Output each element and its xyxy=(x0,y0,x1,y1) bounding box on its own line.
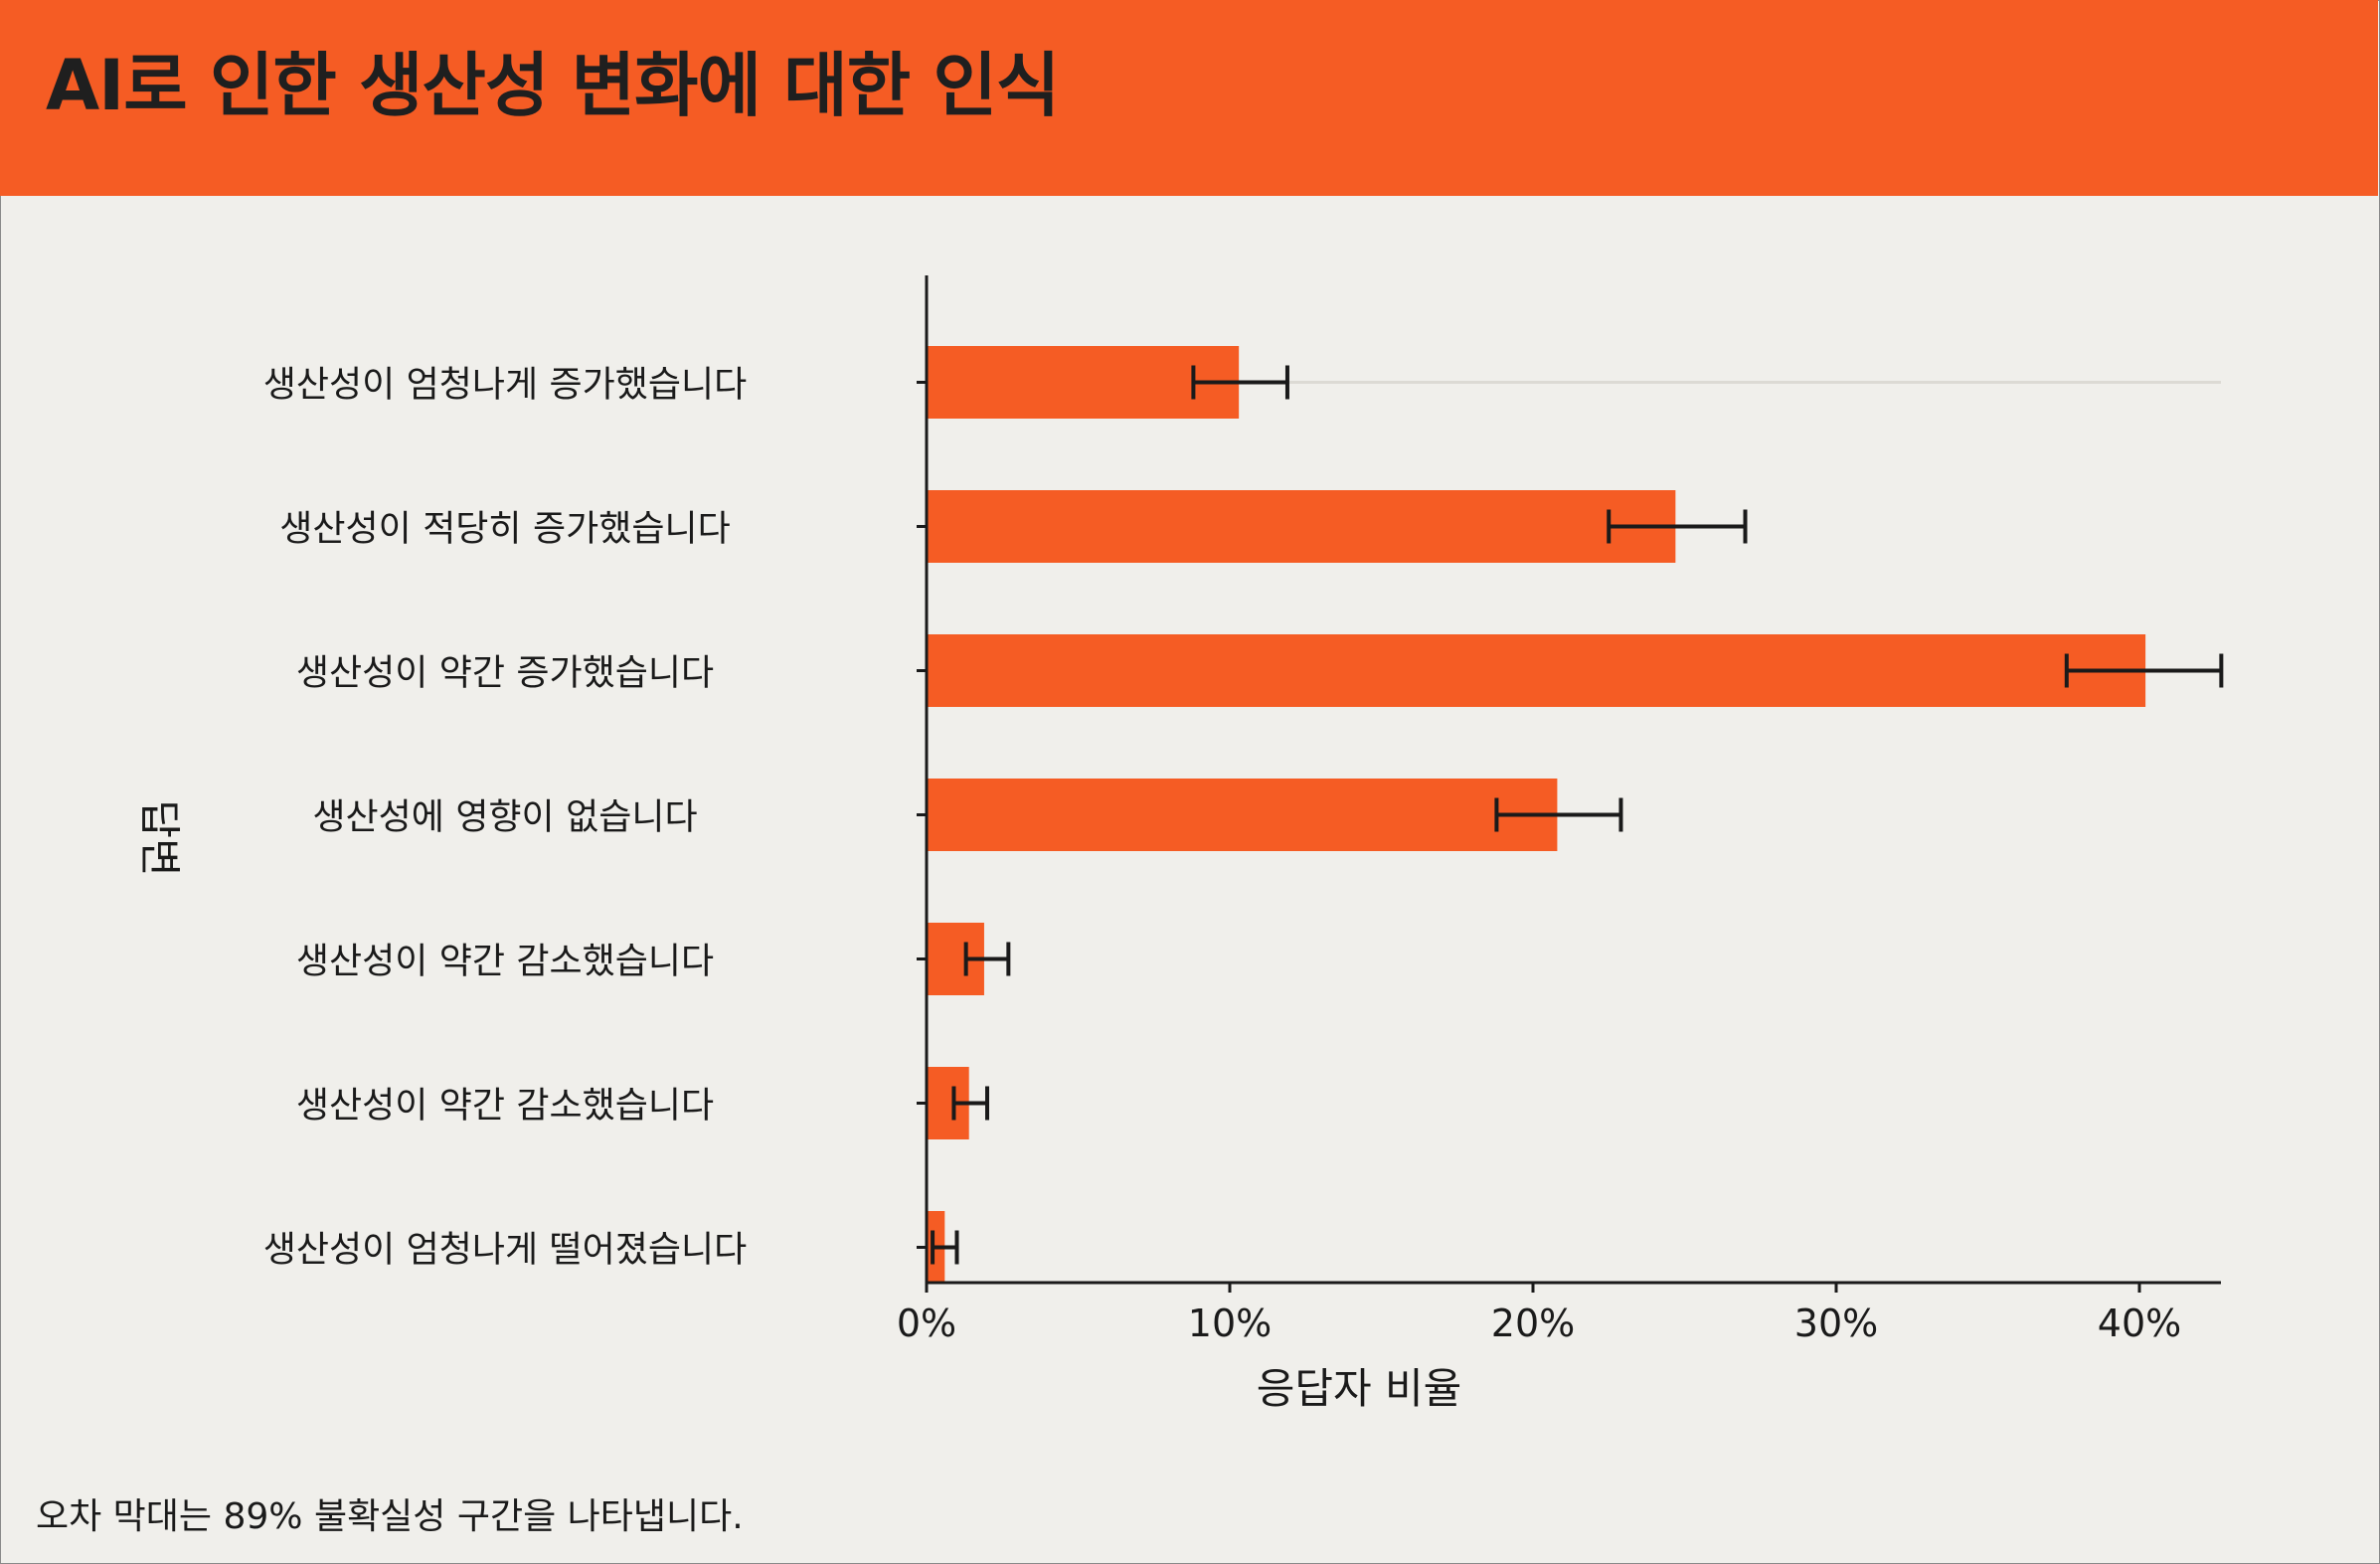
category-label: 생산성이 약간 감소했습니다 xyxy=(296,1086,714,1127)
category-label: 생산성이 엄청나게 증가했습니다 xyxy=(263,365,748,406)
chart-title: AI로 인한 생산성 변화에 대한 인식 xyxy=(46,45,1060,126)
category-label: 생산성이 약간 감소했습니다 xyxy=(296,942,714,982)
bar xyxy=(927,634,2146,707)
x-axis-label: 응답자 비율 xyxy=(1257,1364,1462,1413)
error-bar xyxy=(931,1230,959,1265)
footnote: 오차 막대는 89% 불확실성 구간을 나타냅니다. xyxy=(36,1496,744,1537)
x-tick-label: 30% xyxy=(1794,1302,1878,1345)
error-bar xyxy=(1191,365,1289,400)
error-bar xyxy=(1494,797,1623,832)
bar xyxy=(927,346,1240,419)
x-tick-label: 0% xyxy=(897,1302,956,1345)
error-bar xyxy=(963,942,1011,976)
error-bar xyxy=(1607,509,1748,544)
category-label: 생산성에 영향이 없습니다 xyxy=(312,797,697,838)
category-label: 생산성이 약간 증가했습니다 xyxy=(296,653,714,694)
y-axis-label: 답변 xyxy=(135,799,184,876)
category-label: 생산성이 적당히 증가했습니다 xyxy=(279,509,730,550)
bar xyxy=(927,490,1676,563)
error-bar xyxy=(2064,653,2224,688)
x-tick-label: 20% xyxy=(1491,1302,1575,1345)
x-tick-label: 10% xyxy=(1188,1302,1272,1345)
title-banner: AI로 인한 생산성 변화에 대한 인식 xyxy=(0,0,2378,196)
bar xyxy=(927,779,1558,851)
category-label: 생산성이 엄청나게 떨어졌습니다 xyxy=(263,1230,748,1271)
x-tick-label: 40% xyxy=(2098,1302,2181,1345)
error-bar xyxy=(951,1086,989,1121)
